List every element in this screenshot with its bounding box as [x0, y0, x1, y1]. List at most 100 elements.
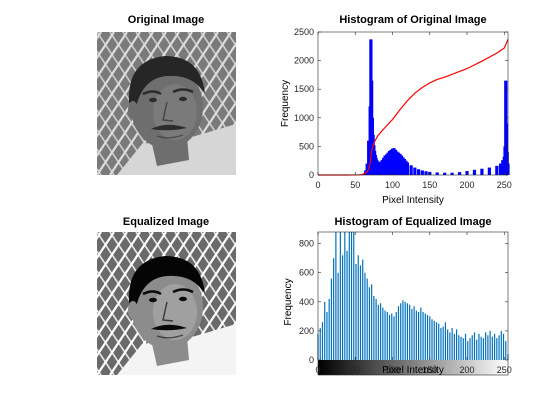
original-image-eye: [179, 96, 187, 102]
original-image-content: [0, 32, 236, 175]
original-y-tick-label: 2000: [294, 56, 314, 66]
equalized-image-rope: [97, 308, 141, 375]
equalized-image-rope: [0, 232, 88, 375]
original-image-hair: [128, 56, 205, 112]
equalized-image-rope: [174, 232, 236, 326]
equalized-y-tick-label: 600: [299, 268, 314, 278]
original-image-rope: [226, 32, 236, 47]
equalized-image-rope: [97, 347, 115, 375]
original-image-eye: [149, 97, 157, 103]
original-x-tick-label: 100: [385, 180, 400, 190]
original-image-rope: [0, 32, 75, 175]
original-image-rope: [0, 32, 75, 175]
original-image-rope: [0, 32, 62, 175]
equalized-image-rope: [0, 232, 75, 375]
y-axis-label-equalized: Frequency: [283, 278, 294, 325]
equalized-image-rope: [97, 232, 102, 241]
cdf-line-original: [318, 39, 509, 176]
equalized-x-tick-label: 50: [350, 365, 360, 375]
equalized-image-mouth: [156, 334, 184, 339]
equalized-image-rope: [0, 232, 62, 375]
original-y-tick-label: 500: [299, 141, 314, 151]
panel-title-original-histogram: Histogram of Original Image: [339, 14, 486, 26]
original-x-tick-label: 50: [350, 180, 360, 190]
original-image-mustache: [151, 124, 187, 131]
y-axis-label-original: Frequency: [280, 80, 291, 127]
original-image-mouth: [156, 134, 184, 139]
equalized-image-content: [0, 232, 236, 375]
original-image-eyebrow: [172, 88, 194, 94]
original-image-rope: [174, 32, 236, 126]
equalized-image-rope: [200, 232, 236, 287]
equalized-x-tick-label: 150: [422, 365, 437, 375]
equalized-image-rope: [97, 328, 128, 375]
equalized-image-eye: [149, 297, 157, 303]
original-y-tick-label: 2500: [294, 27, 314, 37]
equalized-image-rope: [0, 232, 88, 375]
original-x-tick-label: 0: [315, 180, 320, 190]
equalized-image-rope: [0, 232, 75, 375]
equalized-image: [0, 232, 236, 375]
equalized-y-tick-label: 800: [299, 239, 314, 249]
equalized-image-rope: [97, 232, 141, 299]
panel-title-equalized-image: Equalized Image: [123, 216, 209, 228]
equalized-image-rope: [187, 232, 236, 306]
equalized-x-tick-label: 0: [315, 365, 320, 375]
original-image-rope: [97, 32, 115, 60]
equalized-x-tick-label: 200: [460, 365, 475, 375]
original-image-rope: [0, 32, 88, 175]
panel-title-original-image: Original Image: [128, 14, 204, 26]
original-x-tick-label: 250: [497, 180, 512, 190]
original-image-rope: [226, 159, 236, 175]
original-image: [0, 32, 236, 175]
x-ticks-equalized: 0 50 100 150 200 250: [315, 232, 512, 375]
original-image-rope: [213, 32, 236, 67]
equalized-image-rope: [97, 232, 128, 280]
original-image-rope: [97, 147, 115, 175]
equalized-image-ear: [128, 301, 138, 319]
original-y-tick-label: 1000: [294, 113, 314, 123]
equalized-image-rope: [0, 232, 62, 375]
x-axis-label-equalized: Pixel Intensity: [382, 365, 444, 376]
original-x-tick-label: 150: [422, 180, 437, 190]
histogram-bars-equalized: [317, 232, 509, 360]
original-image-rope: [97, 167, 102, 175]
axes-box-original: [317, 31, 509, 176]
equalized-image-eye: [179, 296, 187, 302]
equalized-image-rope: [161, 232, 236, 345]
equalized-image-hair: [128, 256, 205, 312]
histogram-original: 0 50 100 150 200 250 0 500 1000 1500 2000 2500 Pix…: [280, 27, 512, 206]
original-image-rope: [97, 32, 128, 80]
equalized-image-rope: [213, 232, 236, 267]
equalized-image-mustache: [151, 324, 187, 331]
plot-area-original: [318, 32, 508, 175]
x-axis-label-original: Pixel Intensity: [382, 195, 444, 206]
equalized-image-rope: [97, 232, 115, 260]
original-image-rope: [97, 32, 141, 99]
original-image-rope: [0, 32, 88, 175]
histogram-equalized: 0 50 100 150 200 250 0 200 400 600 800 Pixel Inte…: [283, 231, 512, 376]
y-ticks-equalized: 0 200 400 600 800: [299, 239, 508, 365]
axes-box-equalized: [317, 231, 509, 376]
equalized-y-tick-label: 400: [299, 297, 314, 307]
original-image-eyebrow: [142, 90, 162, 96]
original-x-tick-label: 200: [460, 180, 475, 190]
intensity-colorbar: [318, 360, 508, 375]
equalized-image-eyebrow: [142, 290, 162, 296]
original-image-rope: [187, 32, 236, 106]
equalized-image-eyebrow: [172, 288, 194, 294]
equalized-y-tick-label: 0: [309, 355, 314, 365]
original-image-ear: [128, 101, 138, 119]
equalized-image-nose: [162, 301, 174, 322]
equalized-y-tick-label: 200: [299, 326, 314, 336]
y-ticks-original: 0 500 1000 1500 2000 2500: [294, 27, 508, 180]
panel-title-equalized-histogram: Histogram of Equalized Image: [334, 216, 491, 228]
x-ticks-original: 0 50 100 150 200 250: [315, 32, 512, 190]
original-image-rope: [161, 32, 236, 145]
original-image-rope: [97, 108, 141, 175]
equalized-image-rope: [97, 367, 102, 375]
original-image-rope: [97, 32, 102, 41]
original-image-nose: [162, 101, 174, 122]
original-image-rope: [0, 32, 62, 175]
